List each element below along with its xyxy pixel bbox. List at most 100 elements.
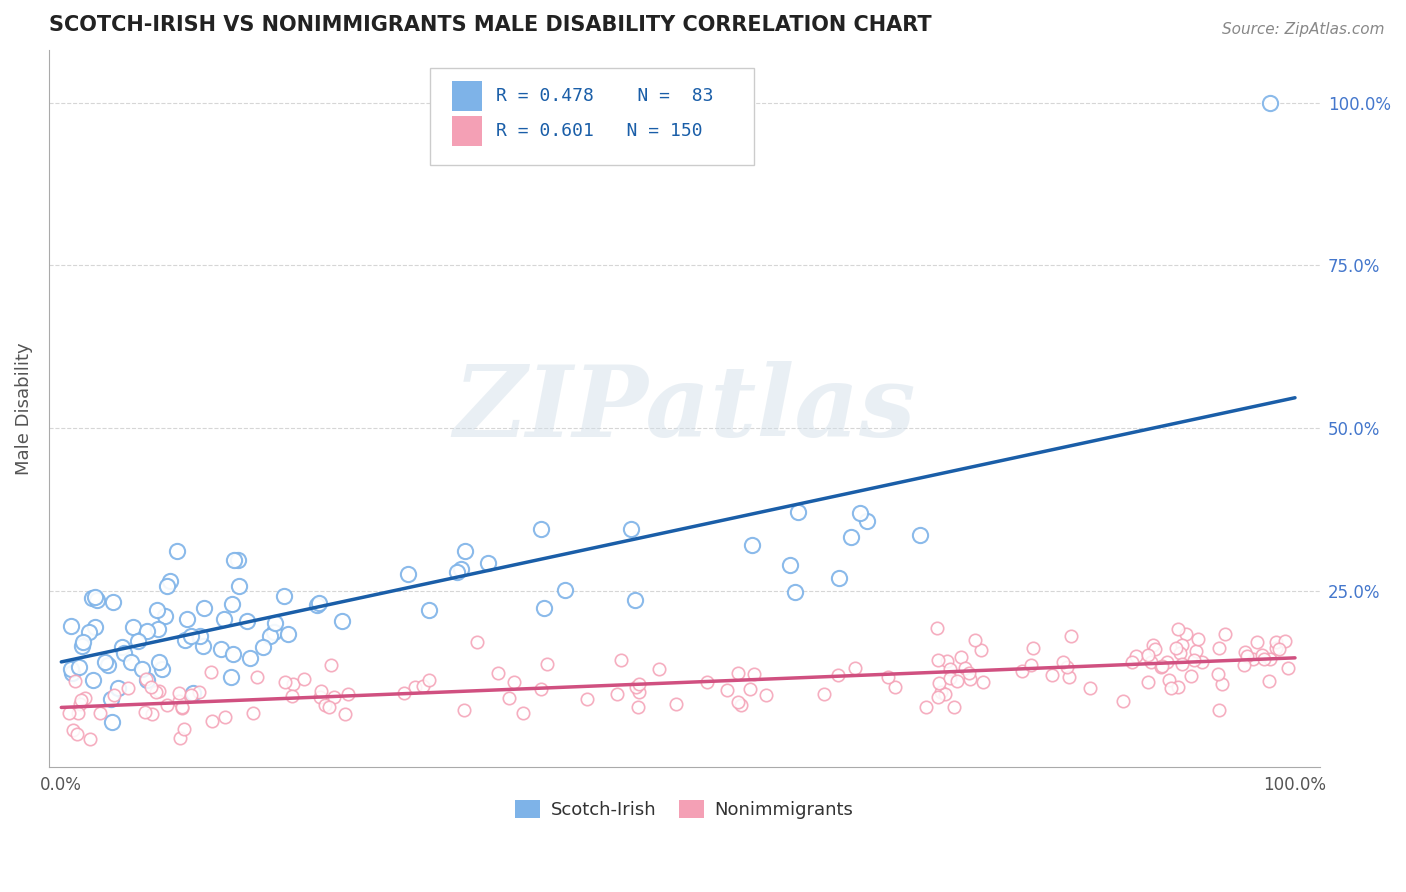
Point xyxy=(467,635,489,649)
Point xyxy=(1112,693,1135,707)
Point xyxy=(80,591,103,606)
Point xyxy=(183,686,205,700)
Text: ZIPatlas: ZIPatlas xyxy=(453,360,915,457)
Point xyxy=(844,660,866,674)
Point xyxy=(741,538,763,552)
Point xyxy=(330,614,353,628)
Point xyxy=(214,710,236,724)
Point xyxy=(246,670,269,684)
Point xyxy=(486,665,509,680)
Point xyxy=(277,627,299,641)
Point xyxy=(136,673,159,687)
Point xyxy=(70,692,93,706)
Point xyxy=(193,601,215,615)
Text: SCOTCH-IRISH VS NONIMMIGRANTS MALE DISABILITY CORRELATION CHART: SCOTCH-IRISH VS NONIMMIGRANTS MALE DISAB… xyxy=(49,15,932,35)
Point xyxy=(929,685,952,699)
Point xyxy=(153,608,176,623)
Point xyxy=(321,657,343,672)
Point xyxy=(627,699,650,714)
Point xyxy=(146,622,169,636)
Point xyxy=(533,601,555,615)
Point xyxy=(242,706,264,721)
Point xyxy=(107,681,129,695)
Point xyxy=(928,676,950,690)
Point xyxy=(236,614,259,628)
Point xyxy=(1258,95,1281,110)
Point xyxy=(1265,635,1288,649)
Point xyxy=(392,686,415,700)
Point xyxy=(610,653,633,667)
Point xyxy=(67,660,90,674)
Point xyxy=(1250,648,1272,663)
Point xyxy=(696,675,718,690)
Point xyxy=(908,527,931,541)
Point xyxy=(89,706,111,720)
Point xyxy=(221,670,243,684)
Point xyxy=(69,697,91,711)
Point xyxy=(624,593,647,607)
Point xyxy=(156,698,179,712)
Point xyxy=(252,640,274,654)
Point xyxy=(66,726,89,740)
Point xyxy=(742,667,765,681)
Point xyxy=(418,602,440,616)
Point xyxy=(263,616,285,631)
Point xyxy=(62,723,84,737)
Point xyxy=(1168,646,1191,660)
Point xyxy=(156,579,179,593)
Point xyxy=(1167,622,1189,636)
Point xyxy=(308,690,330,704)
Point xyxy=(827,668,849,682)
FancyBboxPatch shape xyxy=(451,80,482,111)
Point xyxy=(1057,670,1080,684)
Point xyxy=(1140,656,1163,670)
Point xyxy=(259,630,281,644)
Point xyxy=(200,665,222,679)
Point xyxy=(915,700,938,714)
Point xyxy=(305,598,328,612)
Point xyxy=(314,698,336,712)
Point xyxy=(446,566,468,580)
Point xyxy=(1052,655,1074,669)
Point xyxy=(716,682,738,697)
Point xyxy=(1164,641,1187,656)
Point xyxy=(786,505,808,519)
Point xyxy=(730,698,752,713)
Point xyxy=(957,665,980,680)
Point xyxy=(226,553,249,567)
Point xyxy=(530,681,553,696)
Point xyxy=(404,680,426,694)
Point xyxy=(263,624,285,639)
Point xyxy=(624,680,647,694)
Point xyxy=(942,700,965,714)
Point xyxy=(396,567,419,582)
Point xyxy=(281,689,304,703)
FancyBboxPatch shape xyxy=(451,116,482,146)
Point xyxy=(1156,655,1178,669)
Point xyxy=(322,690,344,705)
Point xyxy=(79,731,101,746)
Point xyxy=(209,641,232,656)
Point xyxy=(813,687,835,701)
Point xyxy=(222,553,245,567)
Point xyxy=(839,530,862,544)
Point xyxy=(1011,664,1033,678)
Point xyxy=(222,647,245,661)
Point xyxy=(970,643,993,657)
Point xyxy=(1187,632,1209,646)
Point xyxy=(1019,657,1042,672)
Point xyxy=(1241,652,1264,666)
Point xyxy=(628,685,651,699)
Point xyxy=(1191,655,1213,669)
Point xyxy=(135,673,157,687)
Point xyxy=(101,595,124,609)
Legend: Scotch-Irish, Nonimmigrants: Scotch-Irish, Nonimmigrants xyxy=(508,792,860,826)
Point xyxy=(1022,640,1045,655)
Point xyxy=(779,558,801,573)
Point xyxy=(925,621,948,635)
Point xyxy=(84,620,107,634)
Point xyxy=(94,655,117,669)
Point xyxy=(1060,629,1083,643)
Point xyxy=(1137,674,1160,689)
Point xyxy=(727,666,749,681)
